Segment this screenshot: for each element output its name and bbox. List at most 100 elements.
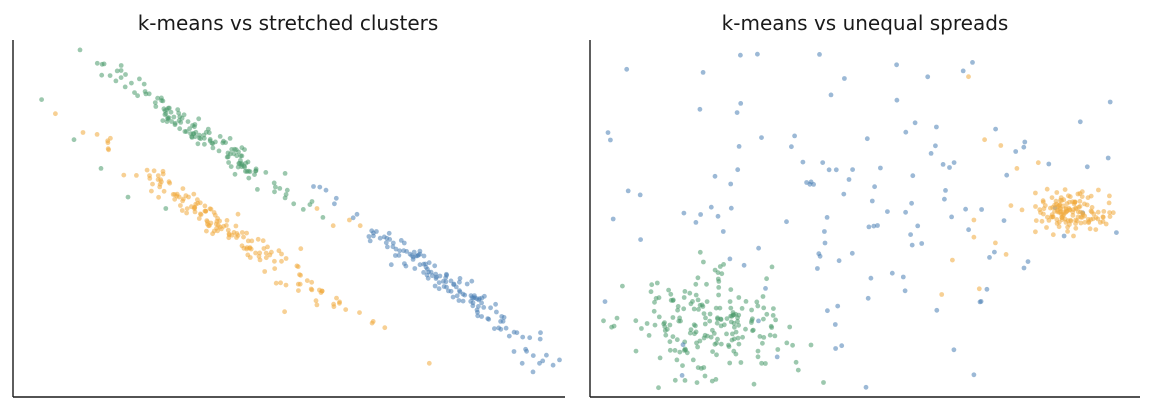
data-point-green xyxy=(272,189,277,195)
data-point-blue xyxy=(411,249,417,255)
data-point-blue xyxy=(756,318,761,324)
data-point-green xyxy=(702,321,708,327)
data-point-green xyxy=(728,305,734,311)
data-point-blue xyxy=(1021,265,1027,271)
data-point-green xyxy=(667,339,673,345)
data-point-orange xyxy=(186,194,191,200)
data-point-green xyxy=(163,206,169,211)
data-point-green xyxy=(639,326,644,331)
data-point-orange xyxy=(1107,193,1112,199)
data-point-green xyxy=(210,145,216,151)
data-point-blue xyxy=(460,298,466,304)
data-point-green xyxy=(282,195,288,201)
data-point-green xyxy=(284,187,290,193)
data-point-blue xyxy=(457,279,462,285)
data-point-orange xyxy=(1063,205,1069,211)
data-point-blue xyxy=(824,215,830,220)
data-point-orange xyxy=(195,197,200,203)
data-point-blue xyxy=(482,293,487,299)
data-point-orange xyxy=(191,191,197,197)
data-point-orange xyxy=(207,206,213,212)
data-point-blue xyxy=(928,151,934,156)
data-point-orange xyxy=(1052,202,1057,208)
data-point-green xyxy=(221,138,226,144)
data-point-green xyxy=(692,331,697,337)
data-point-blue xyxy=(800,159,806,165)
data-point-blue xyxy=(925,74,931,80)
data-point-green xyxy=(697,249,703,255)
data-point-orange xyxy=(272,258,277,264)
data-point-blue xyxy=(390,244,396,250)
data-point-blue xyxy=(909,200,914,206)
data-point-orange xyxy=(1050,232,1056,238)
data-point-orange xyxy=(1003,252,1009,257)
data-point-orange xyxy=(1041,211,1046,217)
data-point-blue xyxy=(833,167,839,173)
data-point-green xyxy=(684,350,690,356)
data-point-blue xyxy=(741,262,747,268)
data-point-blue xyxy=(385,244,390,250)
data-point-green xyxy=(761,335,767,340)
data-point-green xyxy=(682,346,688,352)
data-point-orange xyxy=(369,320,375,326)
data-point-orange xyxy=(1096,187,1101,193)
data-point-green xyxy=(790,342,795,348)
data-point-orange xyxy=(1093,227,1099,233)
data-point-green xyxy=(721,262,726,267)
data-point-green xyxy=(732,324,737,330)
data-point-blue xyxy=(1004,172,1010,178)
data-point-blue xyxy=(377,235,383,241)
data-point-blue xyxy=(727,256,733,262)
data-point-orange xyxy=(195,200,201,206)
data-point-green xyxy=(122,84,128,90)
data-point-green xyxy=(695,344,700,350)
data-point-blue xyxy=(960,68,966,74)
data-point-blue xyxy=(816,251,822,257)
data-point-green xyxy=(682,289,688,294)
data-point-blue xyxy=(486,316,492,322)
data-point-blue xyxy=(446,288,451,294)
data-point-green xyxy=(672,348,678,353)
data-point-blue xyxy=(423,261,428,267)
data-point-green xyxy=(711,331,717,336)
data-point-green xyxy=(763,361,768,366)
panel-title: k-means vs unequal spreads xyxy=(722,11,1009,35)
data-point-blue xyxy=(697,106,703,112)
data-point-green xyxy=(775,347,781,352)
data-point-green xyxy=(234,153,240,159)
data-point-orange xyxy=(180,186,186,192)
data-point-green xyxy=(696,307,701,312)
data-point-orange xyxy=(1087,226,1093,232)
data-point-green xyxy=(161,106,167,112)
data-point-orange xyxy=(1008,203,1014,209)
data-point-green xyxy=(227,136,233,141)
data-point-green xyxy=(652,322,658,328)
data-point-orange xyxy=(253,250,258,256)
data-point-green xyxy=(657,355,663,361)
data-point-blue xyxy=(424,272,430,278)
data-point-blue xyxy=(728,205,734,211)
data-point-orange xyxy=(1078,209,1083,215)
data-point-blue xyxy=(977,299,983,305)
data-point-orange xyxy=(159,179,164,185)
data-point-green xyxy=(704,281,709,287)
data-point-green xyxy=(181,112,187,118)
data-point-orange xyxy=(295,281,301,287)
data-point-blue xyxy=(987,255,992,260)
data-point-green xyxy=(674,357,680,363)
data-point-orange xyxy=(204,228,209,234)
data-point-green xyxy=(107,73,113,78)
data-point-blue xyxy=(468,299,474,304)
panel-stretched-clusters: k-means vs stretched clusters xyxy=(12,11,565,398)
data-point-green xyxy=(694,380,700,385)
data-point-green xyxy=(663,332,669,338)
data-point-green xyxy=(225,150,231,156)
data-point-green xyxy=(731,320,737,326)
data-point-blue xyxy=(1084,164,1090,170)
data-point-blue xyxy=(763,286,768,291)
data-point-blue xyxy=(700,70,706,75)
data-point-blue xyxy=(390,240,396,246)
data-point-blue xyxy=(393,253,398,258)
data-point-blue xyxy=(903,129,909,135)
